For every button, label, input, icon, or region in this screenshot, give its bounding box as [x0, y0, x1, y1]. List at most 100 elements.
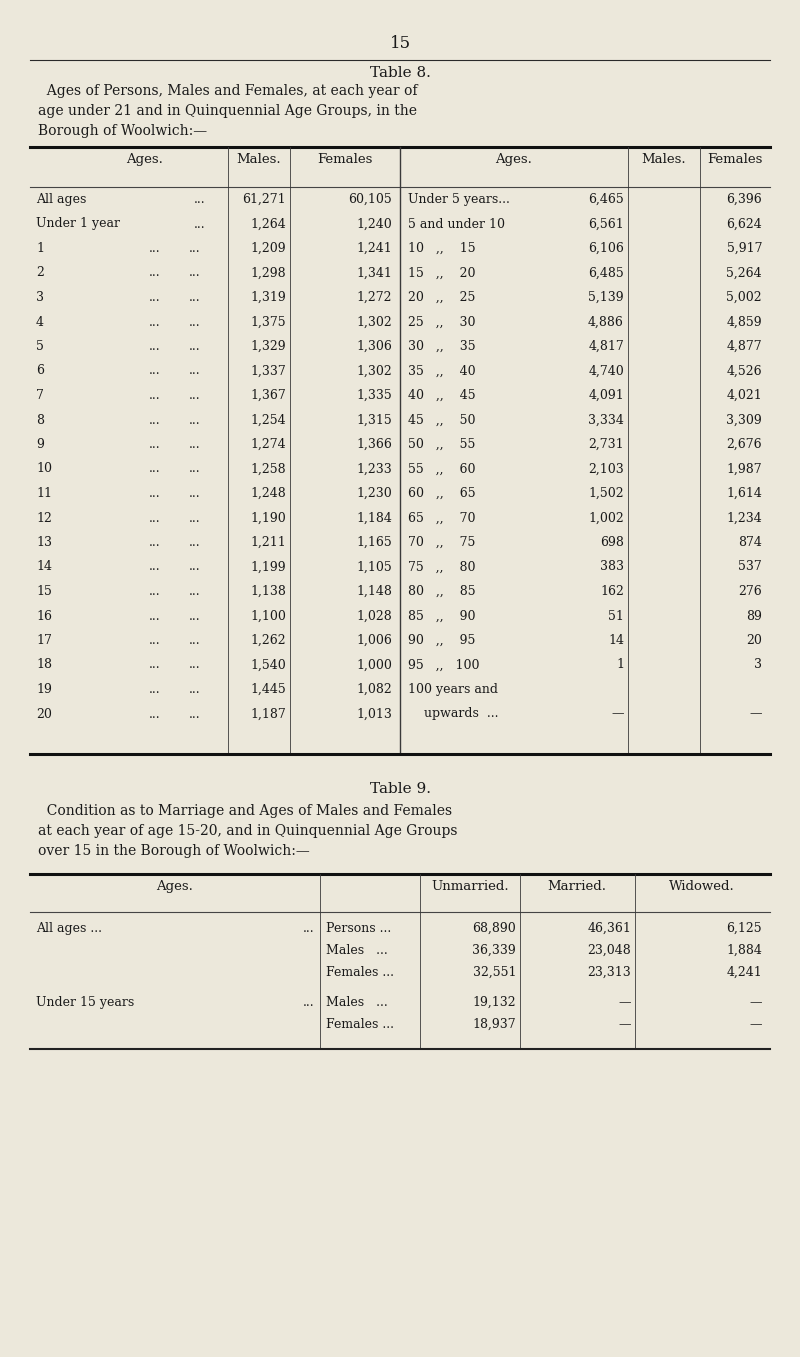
- Text: ...: ...: [302, 921, 314, 935]
- Text: 3: 3: [754, 658, 762, 672]
- Text: 1,274: 1,274: [250, 438, 286, 451]
- Text: 1,335: 1,335: [356, 389, 392, 402]
- Text: 1: 1: [616, 658, 624, 672]
- Text: 2,676: 2,676: [726, 438, 762, 451]
- Text: 1,002: 1,002: [588, 512, 624, 525]
- Text: 1,234: 1,234: [726, 512, 762, 525]
- Text: 537: 537: [738, 560, 762, 574]
- Text: 14: 14: [608, 634, 624, 647]
- Text: 4,740: 4,740: [588, 365, 624, 377]
- Text: ...: ...: [189, 707, 201, 721]
- Text: 1,000: 1,000: [356, 658, 392, 672]
- Text: 1,240: 1,240: [356, 217, 392, 231]
- Text: ...: ...: [189, 463, 201, 475]
- Text: ...: ...: [149, 290, 161, 304]
- Text: 4,859: 4,859: [726, 315, 762, 328]
- Text: 1,540: 1,540: [250, 658, 286, 672]
- Text: 1,262: 1,262: [250, 634, 286, 647]
- Text: Under 15 years: Under 15 years: [36, 996, 134, 1010]
- Text: 80   ,,    85: 80 ,, 85: [408, 585, 476, 598]
- Text: 1,184: 1,184: [356, 512, 392, 525]
- Text: 20: 20: [746, 634, 762, 647]
- Text: 1,329: 1,329: [250, 341, 286, 353]
- Text: 89: 89: [746, 609, 762, 623]
- Text: Females ...: Females ...: [326, 966, 394, 978]
- Text: 23,313: 23,313: [587, 966, 631, 978]
- Text: 1,028: 1,028: [356, 609, 392, 623]
- Text: ...: ...: [189, 487, 201, 499]
- Text: 3: 3: [36, 290, 44, 304]
- Text: 65   ,,    70: 65 ,, 70: [408, 512, 475, 525]
- Text: 1,306: 1,306: [356, 341, 392, 353]
- Text: Under 5 years...: Under 5 years...: [408, 193, 510, 206]
- Text: 15   ,,    20: 15 ,, 20: [408, 266, 475, 280]
- Text: ...: ...: [149, 266, 161, 280]
- Text: 18: 18: [36, 658, 52, 672]
- Text: —: —: [750, 1018, 762, 1031]
- Text: Females: Females: [707, 153, 762, 166]
- Text: —: —: [750, 996, 762, 1010]
- Text: ...: ...: [149, 463, 161, 475]
- Text: Males   ...: Males ...: [326, 996, 388, 1010]
- Text: Borough of Woolwich:—: Borough of Woolwich:—: [38, 123, 207, 138]
- Text: 12: 12: [36, 512, 52, 525]
- Text: ...: ...: [189, 585, 201, 598]
- Text: ...: ...: [189, 341, 201, 353]
- Text: ...: ...: [189, 290, 201, 304]
- Text: Ages.: Ages.: [126, 153, 163, 166]
- Text: —: —: [750, 707, 762, 721]
- Text: 85   ,,    90: 85 ,, 90: [408, 609, 475, 623]
- Text: 5,002: 5,002: [726, 290, 762, 304]
- Text: 32,551: 32,551: [473, 966, 516, 978]
- Text: —: —: [611, 707, 624, 721]
- Text: 19,132: 19,132: [472, 996, 516, 1010]
- Text: 1,006: 1,006: [356, 634, 392, 647]
- Text: 1,367: 1,367: [250, 389, 286, 402]
- Text: 1,190: 1,190: [250, 512, 286, 525]
- Text: 1,614: 1,614: [726, 487, 762, 499]
- Text: Condition as to Marriage and Ages of Males and Females: Condition as to Marriage and Ages of Mal…: [38, 803, 452, 818]
- Text: ...: ...: [189, 512, 201, 525]
- Text: Males.: Males.: [642, 153, 686, 166]
- Text: 75   ,,    80: 75 ,, 80: [408, 560, 475, 574]
- Text: Under 1 year: Under 1 year: [36, 217, 120, 231]
- Text: 1,138: 1,138: [250, 585, 286, 598]
- Text: 3,334: 3,334: [588, 414, 624, 426]
- Text: 23,048: 23,048: [587, 944, 631, 957]
- Text: at each year of age 15-20, and in Quinquennial Age Groups: at each year of age 15-20, and in Quinqu…: [38, 824, 458, 839]
- Text: 6,624: 6,624: [726, 217, 762, 231]
- Text: 5 and under 10: 5 and under 10: [408, 217, 505, 231]
- Text: 95   ,,   100: 95 ,, 100: [408, 658, 479, 672]
- Text: 35   ,,    40: 35 ,, 40: [408, 365, 476, 377]
- Text: Married.: Married.: [547, 879, 606, 893]
- Text: 4,241: 4,241: [726, 966, 762, 978]
- Text: Ages.: Ages.: [495, 153, 533, 166]
- Text: 10: 10: [36, 463, 52, 475]
- Text: ...: ...: [189, 536, 201, 550]
- Text: 5,139: 5,139: [588, 290, 624, 304]
- Text: 5,917: 5,917: [726, 242, 762, 255]
- Text: 1,445: 1,445: [250, 683, 286, 696]
- Text: —: —: [618, 1018, 631, 1031]
- Text: 4,877: 4,877: [726, 341, 762, 353]
- Text: 15: 15: [390, 35, 410, 52]
- Text: Persons ...: Persons ...: [326, 921, 391, 935]
- Text: 3,309: 3,309: [726, 414, 762, 426]
- Text: 1,233: 1,233: [356, 463, 392, 475]
- Text: 25   ,,    30: 25 ,, 30: [408, 315, 475, 328]
- Text: 70   ,,    75: 70 ,, 75: [408, 536, 475, 550]
- Text: 20: 20: [36, 707, 52, 721]
- Text: ...: ...: [149, 389, 161, 402]
- Text: ...: ...: [149, 634, 161, 647]
- Text: 60   ,,    65: 60 ,, 65: [408, 487, 476, 499]
- Text: 2,103: 2,103: [588, 463, 624, 475]
- Text: 5: 5: [36, 341, 44, 353]
- Text: 4,886: 4,886: [588, 315, 624, 328]
- Text: 1,187: 1,187: [250, 707, 286, 721]
- Text: ...: ...: [149, 585, 161, 598]
- Text: 15: 15: [36, 585, 52, 598]
- Text: 1,987: 1,987: [726, 463, 762, 475]
- Text: 1,319: 1,319: [250, 290, 286, 304]
- Text: ...: ...: [302, 996, 314, 1010]
- Text: Males.: Males.: [237, 153, 282, 166]
